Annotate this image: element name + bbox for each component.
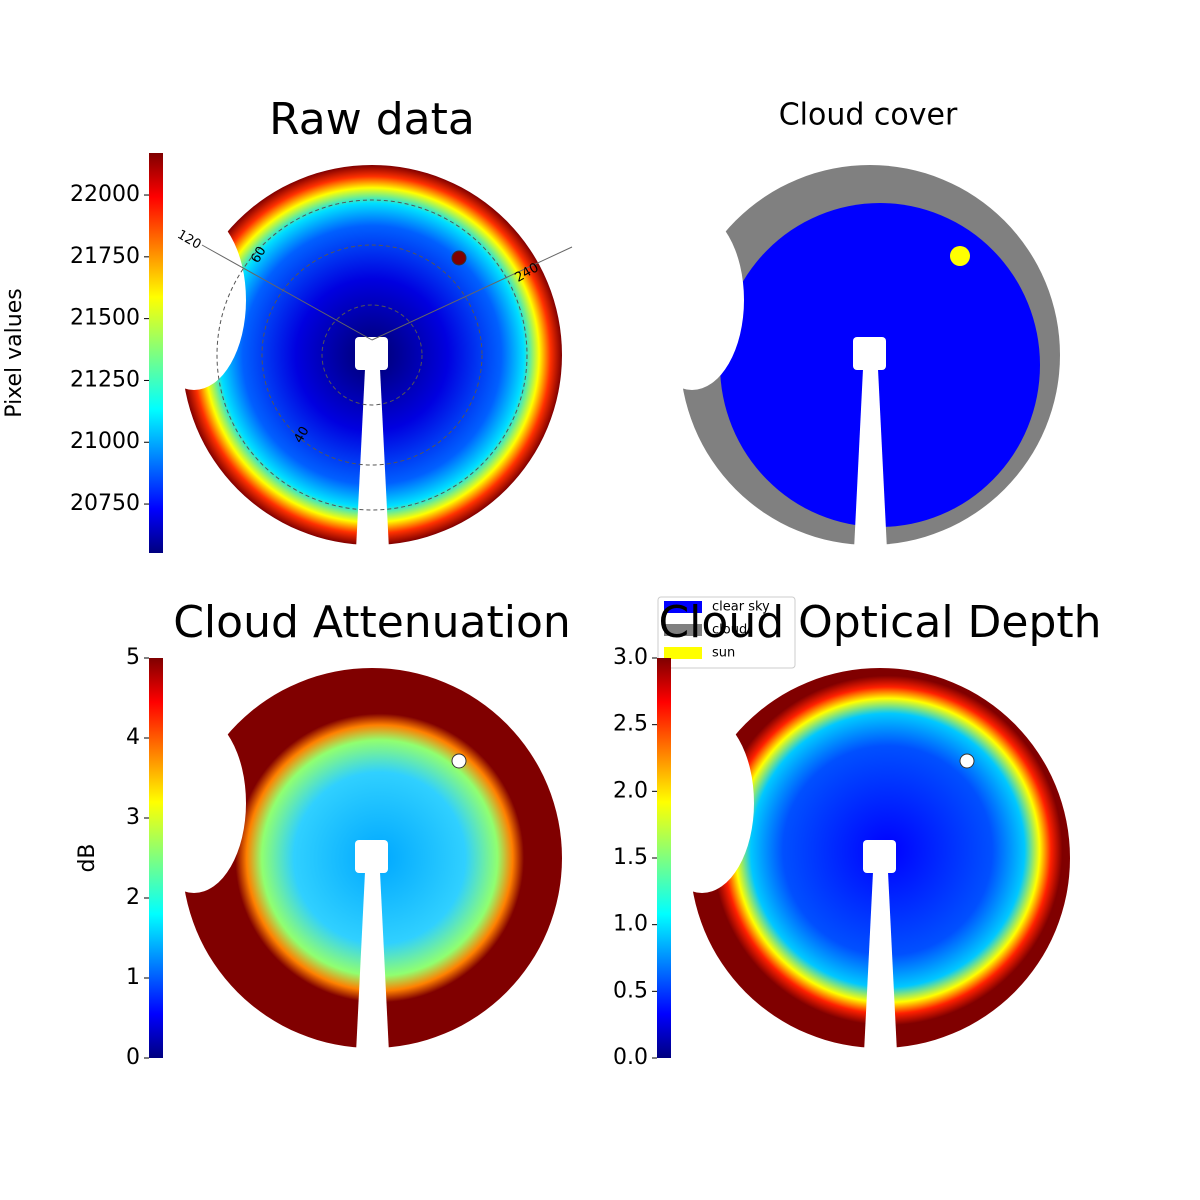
shadow-band-head [853,337,886,370]
colorbar-tick-label: 0.5 [613,978,648,1003]
shadow-band-stem [356,369,389,550]
colorbar-tick-label: 2.0 [613,778,648,803]
shadow-band-stem [864,872,897,1053]
polar-grid [261,244,483,466]
shadow-band-head [355,840,388,873]
colorbar-tick-label: 2 [126,885,140,910]
colorbar [657,658,671,1058]
colorbar-tick-label: 21500 [70,306,140,331]
polar-ray [201,244,373,341]
colorbar-tick-label: 0.0 [613,1045,648,1070]
panel-title: Raw data [269,94,475,145]
shadow-band-head [355,337,388,370]
sun-spot [451,753,467,769]
colorbar-tick-label: 4 [126,725,140,750]
colorbar-tick-label: 5 [126,645,140,670]
colorbar-tick-label: 21000 [70,429,140,454]
colorbar-tick-label: 22000 [70,182,140,207]
polar-label: 60 [248,244,269,266]
sky-image [142,668,562,1053]
sun-region [950,246,970,266]
sun-spot [959,753,975,769]
legend-label: sun [712,646,735,661]
legend-swatch [664,601,702,613]
colorbar [149,153,163,553]
legend: clear sky cloud sun [657,596,796,669]
sky-image [142,165,562,550]
shadow-band-stem [356,872,389,1053]
colorbar-tick-label: 2.5 [613,712,648,737]
colorbar-label: dB [75,843,100,872]
horizon-notch [640,210,744,390]
panel-title: Cloud cover [779,98,958,133]
colorbar-tick-label: 3.0 [613,645,648,670]
colorbar-tick-label: 3 [126,805,140,830]
colorbar-tick-label: 21250 [70,367,140,392]
sun-spot [451,250,467,266]
sky-image [640,165,1060,550]
legend-swatch [664,624,702,636]
colorbar-tick-label: 21750 [70,244,140,269]
colorbar [149,658,163,1058]
colorbar-label: Pixel values [2,288,27,417]
shadow-band-stem [854,369,887,550]
panel-title: Cloud Optical Depth [658,597,1101,648]
legend-swatch [664,647,702,659]
colorbar-tick-label: 1 [126,965,140,990]
legend-label: cloud [712,623,747,638]
horizon-notch [142,713,246,893]
polar-grid [321,304,423,406]
polar-ray [371,246,573,341]
colorbar-tick-label: 0 [126,1045,140,1070]
shadow-band-head [863,840,896,873]
polar-label: 40 [291,424,312,446]
colorbar-tick-label: 1.0 [613,912,648,937]
colorbar-tick-label: 1.5 [613,845,648,870]
legend-label: clear sky [712,600,770,615]
colorbar-tick-label: 20750 [70,491,140,516]
panel-title: Cloud Attenuation [173,597,571,648]
horizon-notch [650,713,754,893]
polar-grid [216,199,528,511]
sky-image [650,668,1070,1053]
